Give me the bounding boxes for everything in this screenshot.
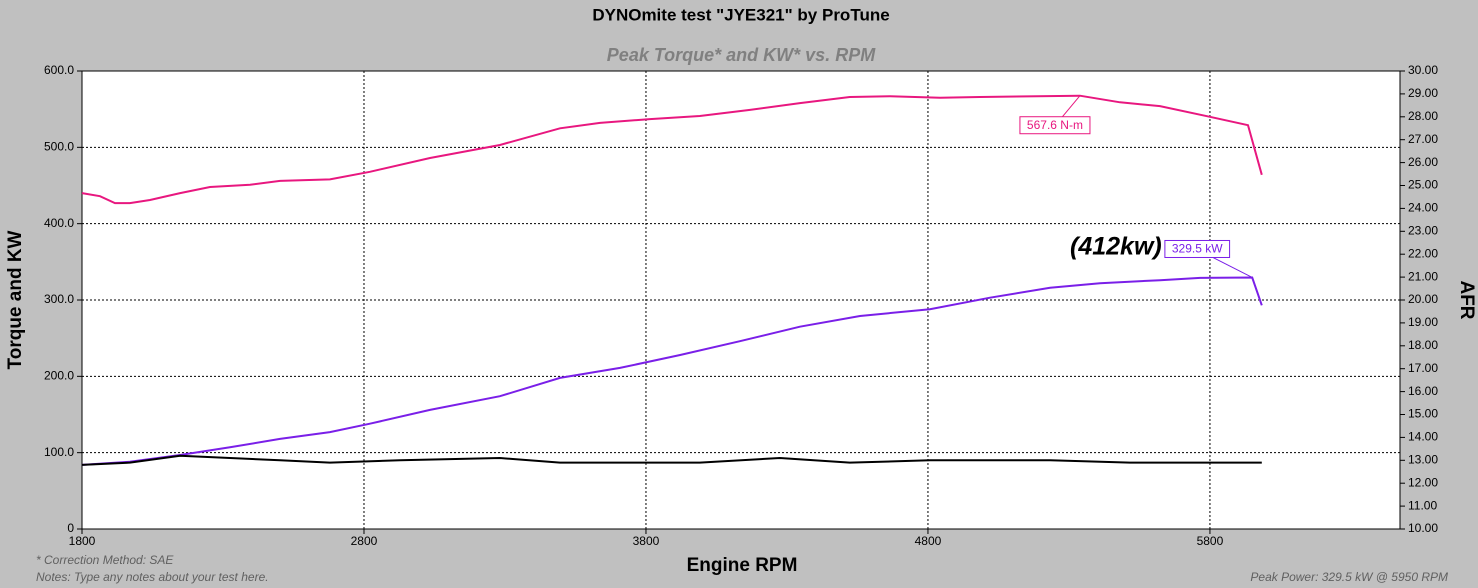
series-line [81, 454, 1262, 466]
note: * Correction Method: SAE [36, 553, 174, 567]
y2-tick-label: 29.00 [1408, 86, 1438, 100]
y2-tick-label: 26.00 [1408, 155, 1438, 169]
chart-title: DYNOmite test "JYE321" by ProTune [592, 5, 889, 24]
y2-tick-label: 24.00 [1408, 201, 1438, 215]
y-tick-label: 500.0 [44, 140, 74, 154]
y2-tick-label: 28.00 [1408, 109, 1438, 123]
y-tick-label: 200.0 [44, 369, 74, 383]
y-axis-label: Torque and KW [5, 230, 26, 369]
y2-tick-label: 17.00 [1408, 361, 1438, 375]
y2-tick-label: 25.00 [1408, 178, 1438, 192]
x-tick-label: 3800 [633, 534, 660, 548]
annotation-box [1019, 116, 1091, 135]
peak-note: Peak Power: 329.5 kW @ 5950 RPM [1250, 570, 1448, 584]
y2-tick-label: 20.00 [1408, 292, 1438, 306]
y-tick-label: 600.0 [44, 63, 74, 77]
x-tick-label: 1800 [69, 534, 96, 548]
y2-tick-label: 27.00 [1408, 132, 1438, 146]
x-tick-label: 5800 [1197, 534, 1224, 548]
y2-tick-label: 14.00 [1408, 430, 1438, 444]
y2-tick-label: 16.00 [1408, 384, 1438, 398]
annotation-label: 329.5 kW [1172, 242, 1223, 256]
annotation-box [1164, 239, 1231, 258]
plot-area [81, 70, 1401, 530]
annotation-label: 567.6 N-m [1027, 118, 1083, 132]
y2-tick-label: 12.00 [1408, 475, 1438, 489]
y-tick-label: 0 [67, 521, 74, 535]
y2-tick-label: 21.00 [1408, 269, 1438, 283]
x-tick-label: 4800 [915, 534, 942, 548]
y2-tick-label: 10.00 [1408, 521, 1438, 535]
note: Notes: Type any notes about your test he… [36, 570, 269, 584]
series-line [81, 94, 1263, 205]
x-axis-label: Engine RPM [687, 555, 798, 576]
y2-tick-label: 15.00 [1408, 407, 1438, 421]
y2-tick-label: 18.00 [1408, 338, 1438, 352]
y2-tick-label: 13.00 [1408, 452, 1438, 466]
y2-tick-label: 11.00 [1408, 498, 1437, 512]
y-tick-label: 400.0 [44, 216, 74, 230]
y2-tick-label: 30.00 [1408, 63, 1438, 77]
series-line [81, 276, 1263, 466]
y-tick-label: 300.0 [44, 292, 74, 306]
chart-subtitle: Peak Torque* and KW* vs. RPM [607, 45, 876, 65]
y-tick-label: 100.0 [44, 445, 74, 459]
x-tick-label: 2800 [351, 534, 378, 548]
y2-tick-label: 22.00 [1408, 246, 1438, 260]
y2-tick-label: 19.00 [1408, 315, 1438, 329]
callout: (412kw) [1070, 233, 1162, 261]
y2-axis-label: AFR [1456, 280, 1477, 319]
y2-tick-label: 23.00 [1408, 223, 1438, 237]
